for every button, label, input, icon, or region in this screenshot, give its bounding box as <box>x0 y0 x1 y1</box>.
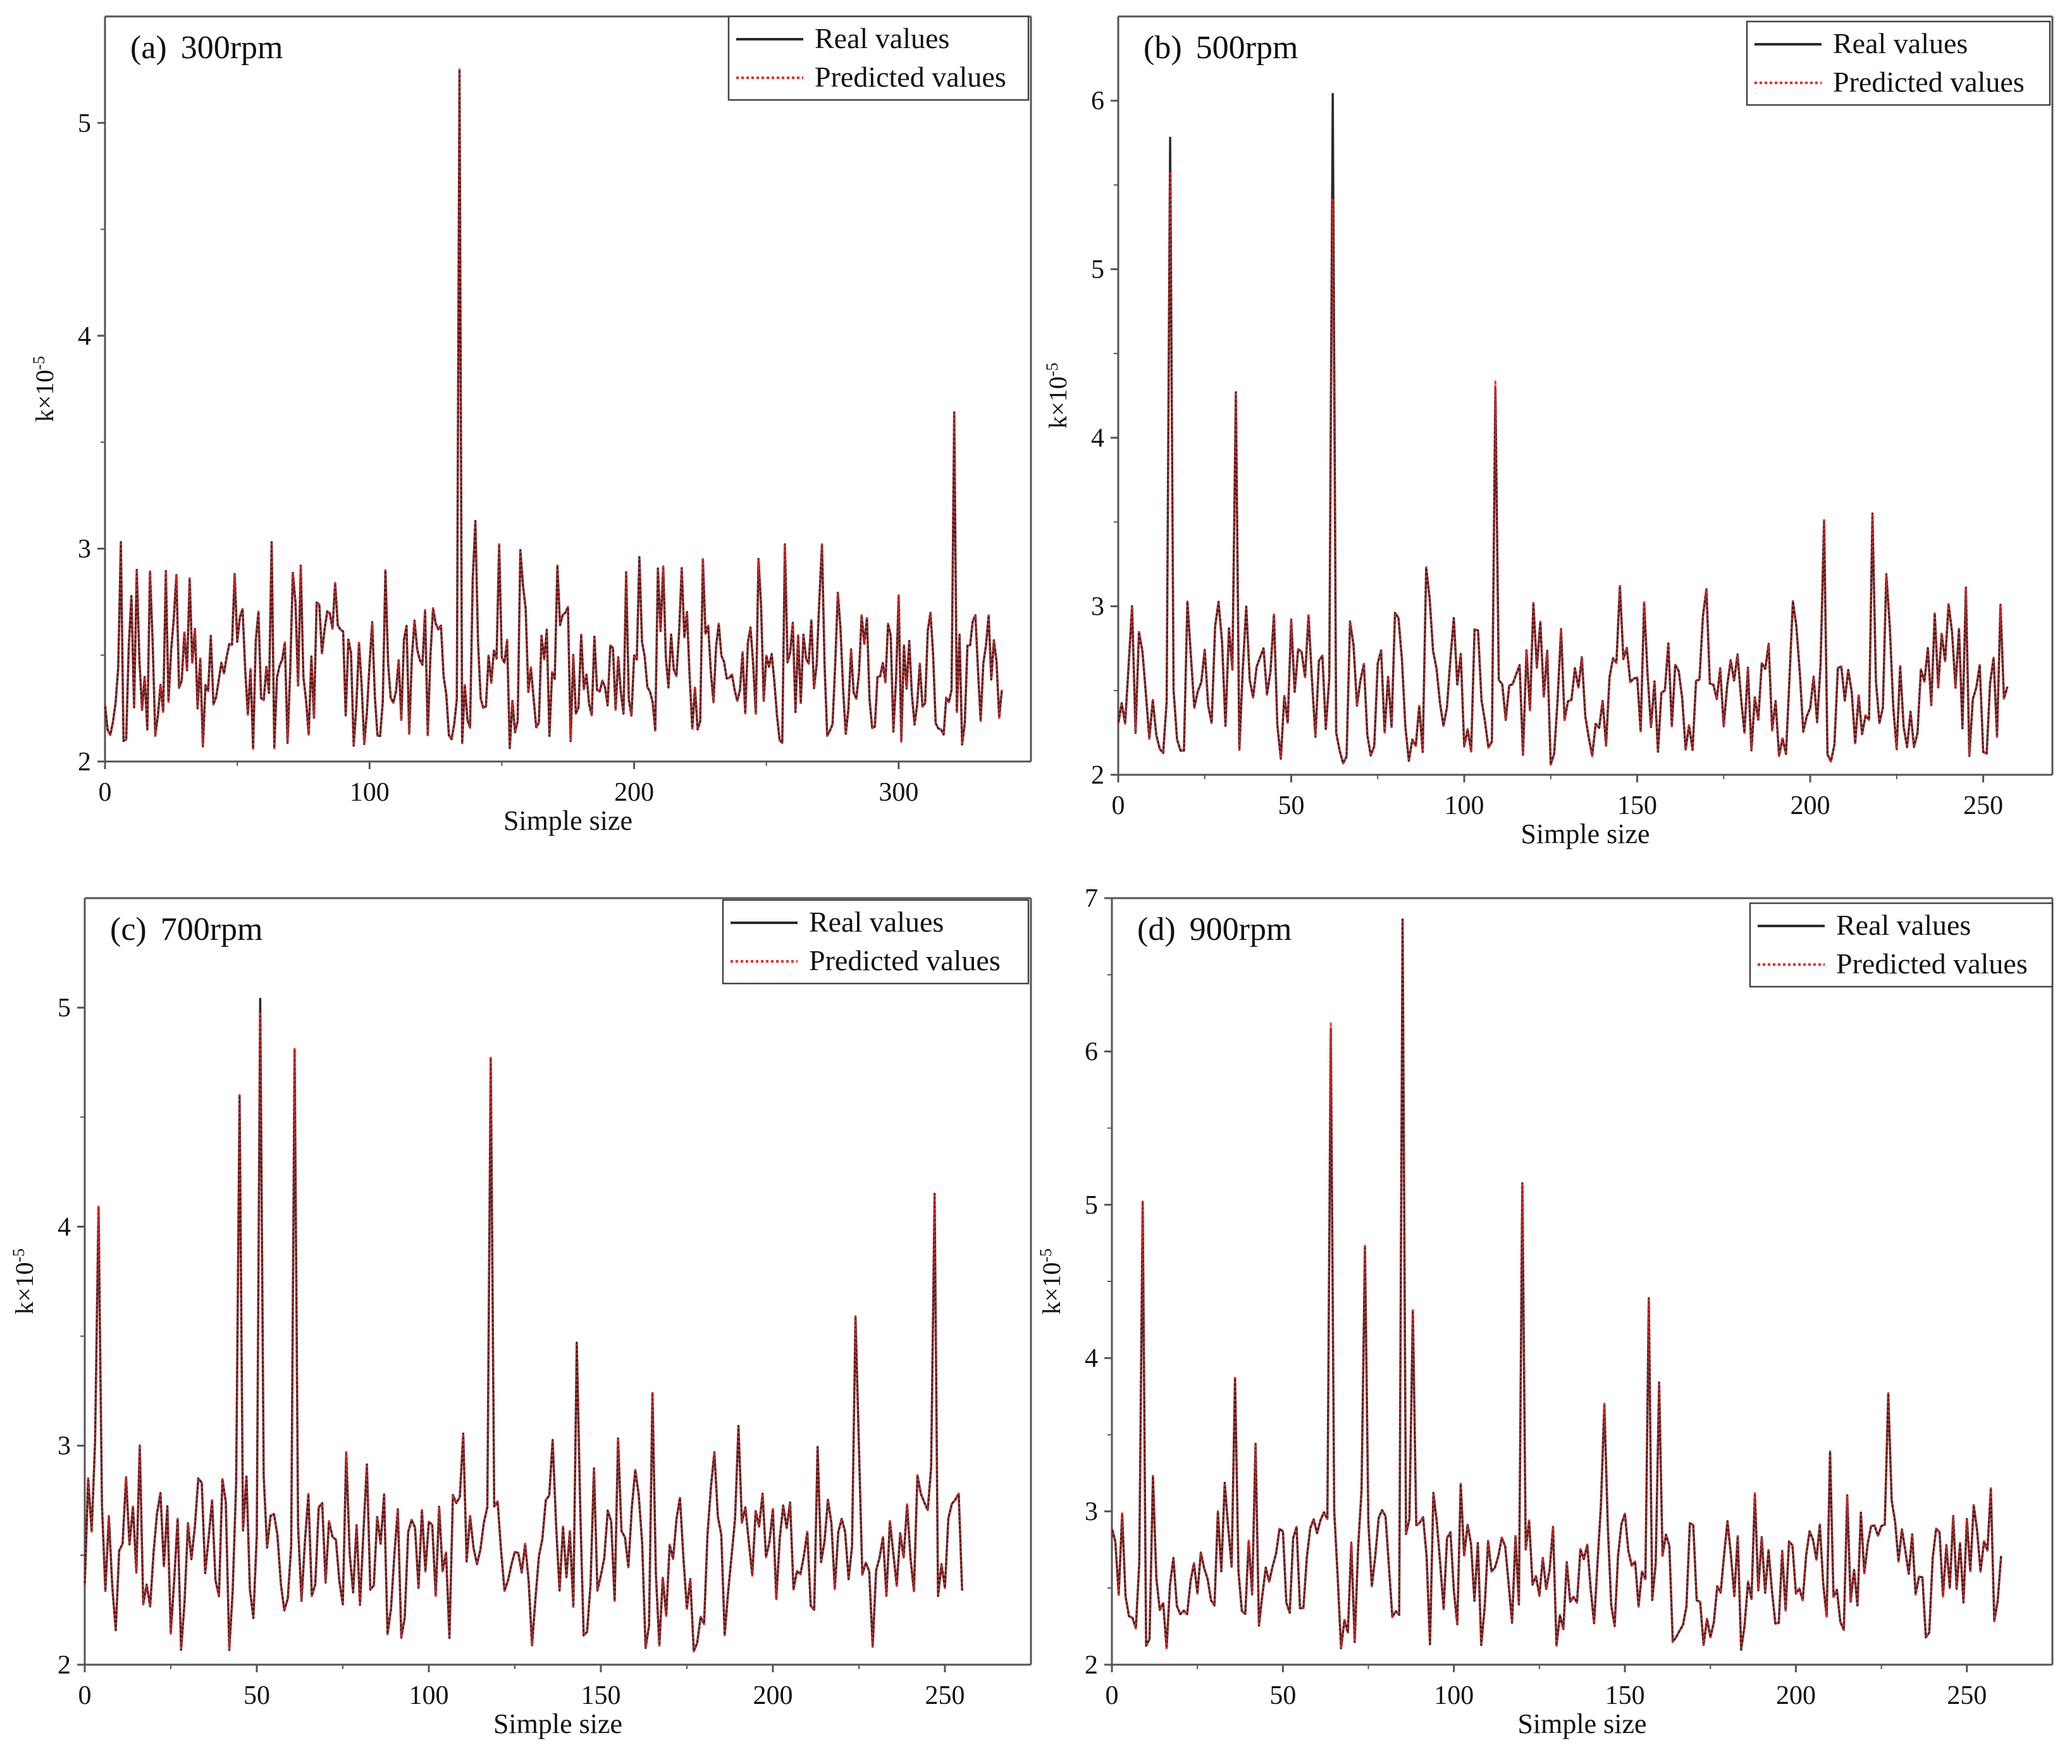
x-tick-label: 250 <box>1963 791 2003 820</box>
y-axis-label: k×10-5 <box>1037 1249 1066 1314</box>
y-axis-label-exponent: -5 <box>1037 1249 1055 1262</box>
x-tick-label: 50 <box>1278 791 1305 820</box>
legend-label-real: Real values <box>809 906 944 938</box>
x-tick-label: 100 <box>409 1681 449 1710</box>
legend: Real values Predicted values <box>1749 902 2054 988</box>
y-tick-label: 2 <box>1085 1651 1098 1680</box>
x-axis-label: Simple size <box>493 1708 622 1739</box>
x-tick-label: 250 <box>925 1681 965 1710</box>
panel-label: (d) <box>1137 911 1176 947</box>
series-line-predicted-values <box>1111 918 2002 1651</box>
chart-panel-d: 2 3 4 5 6 7 0 50 100 150 200 250 Simple size k×10-5 (d… <box>1037 884 2054 1739</box>
y-tick-label: 4 <box>1085 1344 1098 1373</box>
y-axis-label: k×10-5 <box>1043 362 1072 428</box>
series-line-real-values <box>1111 918 2002 1651</box>
y-tick-label: 4 <box>78 322 91 351</box>
x-tick-label: 200 <box>614 778 654 807</box>
x-tick-label: 100 <box>1434 1681 1474 1710</box>
y-axis-label-base: k×10 <box>30 370 59 422</box>
legend-label-real: Real values <box>815 22 949 54</box>
x-tick-label: 150 <box>1617 791 1657 820</box>
series-line-predicted-values <box>83 1011 963 1653</box>
legend-label-predicted: Predicted values <box>1833 66 2025 98</box>
y-tick-label: 2 <box>1091 761 1104 790</box>
legend-label-predicted: Predicted values <box>1836 947 2028 980</box>
panel-title: (d) 900rpm <box>1137 911 1292 947</box>
series-line-predicted-values <box>1117 170 2009 766</box>
x-tick-label: 200 <box>1791 791 1830 820</box>
x-tick-label: 200 <box>1776 1681 1816 1710</box>
x-tick-label: 50 <box>1269 1681 1296 1710</box>
y-axis-label-base: k×10 <box>1037 1262 1066 1315</box>
y-axis-label-exponent: -5 <box>30 356 48 370</box>
x-tick-label: 0 <box>99 778 112 807</box>
y-tick-label: 5 <box>1085 1191 1098 1220</box>
legend: Real values Predicted values <box>1746 20 2051 106</box>
x-tick-label: 100 <box>350 778 390 807</box>
x-tick-label: 300 <box>879 778 918 807</box>
x-tick-label: 50 <box>244 1681 270 1710</box>
y-tick-label: 6 <box>1091 87 1104 116</box>
panel-rpm: 500rpm <box>1196 30 1298 66</box>
series-line-real-values <box>1117 92 2009 766</box>
y-tick-label: 5 <box>1091 256 1104 285</box>
panel-label: (c) <box>110 911 147 947</box>
y-axis-label-exponent: -5 <box>1043 362 1061 376</box>
y-tick-label: 4 <box>1091 424 1104 453</box>
y-tick-label: 3 <box>78 534 91 564</box>
panel-label: (b) <box>1144 30 1182 66</box>
y-tick-label: 2 <box>78 748 91 777</box>
x-tick-label: 200 <box>753 1681 793 1710</box>
y-tick-label: 7 <box>1085 884 1098 913</box>
legend: Real values Predicted values <box>727 15 1030 101</box>
y-tick-label: 5 <box>58 994 71 1023</box>
panel-title: (b) 500rpm <box>1144 30 1298 66</box>
legend-box <box>1746 20 2051 106</box>
y-axis-label-exponent: -5 <box>9 1249 28 1262</box>
legend-box <box>1749 902 2054 988</box>
y-tick-label: 5 <box>78 109 91 138</box>
x-tick-label: 250 <box>1947 1681 1987 1710</box>
legend: Real values Predicted values <box>722 899 1030 985</box>
panel-rpm: 700rpm <box>161 911 263 947</box>
panel-title: (a) 300rpm <box>130 30 283 66</box>
x-axis-label: Simple size <box>503 805 632 836</box>
y-tick-label: 6 <box>1085 1037 1098 1066</box>
legend-label-predicted: Predicted values <box>815 61 1006 93</box>
x-tick-label: 100 <box>1445 791 1484 820</box>
x-tick-label: 0 <box>1106 1681 1119 1710</box>
panel-rpm: 900rpm <box>1190 911 1292 947</box>
series-line-real-values <box>83 997 963 1653</box>
y-axis-label: k×10-5 <box>9 1249 39 1314</box>
legend-label-predicted: Predicted values <box>809 944 1001 977</box>
x-axis-label: Simple size <box>1517 1708 1646 1739</box>
y-axis-label-base: k×10 <box>1044 376 1072 429</box>
y-axis-label: k×10-5 <box>30 356 59 422</box>
chart-panel-b: 2 3 4 5 6 0 50 100 150 200 250 Simple size k×10-5 (b)… <box>1043 15 2054 849</box>
panel-label: (a) <box>130 30 167 66</box>
chart-panel-a: 2 3 4 5 0 100 200 300 Simple size k×10-5 (a) 300rpm… <box>30 15 1032 836</box>
legend-box <box>722 899 1030 985</box>
y-tick-label: 3 <box>1091 593 1104 622</box>
y-tick-label: 3 <box>58 1432 71 1461</box>
y-axis-label-base: k×10 <box>10 1262 39 1315</box>
series-line-real-values <box>104 68 1003 750</box>
y-tick-label: 2 <box>58 1651 71 1680</box>
x-tick-label: 150 <box>581 1681 621 1710</box>
legend-label-real: Real values <box>1833 27 1968 59</box>
x-tick-label: 0 <box>78 1681 92 1710</box>
y-tick-label: 4 <box>58 1212 71 1242</box>
legend-box <box>727 15 1030 101</box>
panel-title: (c) 700rpm <box>110 911 262 947</box>
panel-rpm: 300rpm <box>181 30 283 66</box>
x-tick-label: 0 <box>1112 791 1125 820</box>
legend-label-real: Real values <box>1836 909 1971 941</box>
x-axis-label: Simple size <box>1520 818 1650 849</box>
y-tick-label: 3 <box>1085 1498 1098 1527</box>
x-tick-label: 150 <box>1605 1681 1645 1710</box>
